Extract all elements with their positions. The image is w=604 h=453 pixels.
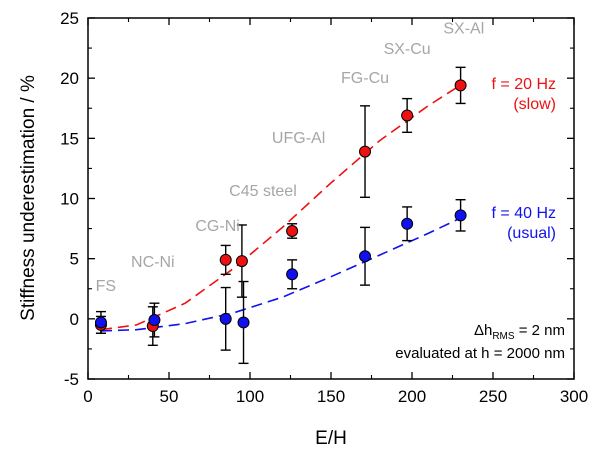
series-label-blue-line2: (usual) xyxy=(507,225,556,242)
annotation-depth: evaluated at h = 2000 nm xyxy=(395,345,565,362)
material-label: CG-Ni xyxy=(195,218,239,235)
x-tick-label: 200 xyxy=(398,387,426,406)
annotation-rms: ΔhRMS = 2 nm xyxy=(474,322,565,342)
y-tick-label: 20 xyxy=(60,69,79,88)
data-point-red xyxy=(454,79,467,92)
data-point-blue xyxy=(286,268,299,281)
x-tick-label: 0 xyxy=(83,387,92,406)
y-tick-label: 25 xyxy=(60,9,79,28)
material-label: C45 steel xyxy=(229,183,297,200)
data-point-blue xyxy=(148,314,161,327)
data-point-blue xyxy=(454,209,467,222)
data-point-blue xyxy=(219,312,232,325)
y-tick-label: -5 xyxy=(64,370,79,389)
data-point-red xyxy=(219,253,232,266)
series-label-red-line2: (slow) xyxy=(513,96,556,113)
plot-frame xyxy=(87,17,575,380)
material-label: NC-Ni xyxy=(131,254,175,271)
material-label: SX-Cu xyxy=(384,41,431,58)
material-label: FS xyxy=(96,278,116,295)
data-point-red xyxy=(235,255,248,268)
material-label: FG-Cu xyxy=(341,70,389,87)
series-label-red-line1: f = 20 Hz xyxy=(492,76,556,93)
annotation-rms-prefix: Δh xyxy=(474,322,492,339)
annotation-rms-suffix: = 2 nm xyxy=(515,322,565,339)
data-point-red xyxy=(359,145,372,158)
x-tick-label: 150 xyxy=(317,387,345,406)
data-point-blue xyxy=(237,316,250,329)
y-tick-label: 0 xyxy=(70,310,79,329)
y-tick-label: 15 xyxy=(60,129,79,148)
annotation-rms-subscript: RMS xyxy=(492,331,515,342)
y-tick-label: 10 xyxy=(60,190,79,209)
data-point-blue xyxy=(401,217,414,230)
x-tick-label: 50 xyxy=(160,387,179,406)
x-axis-label: E/H xyxy=(315,428,347,449)
x-tick-label: 100 xyxy=(236,387,264,406)
y-axis-label: Stiffness underestimation / % xyxy=(18,75,39,321)
data-point-blue xyxy=(359,250,372,263)
fit-line-blue xyxy=(100,215,465,332)
material-label: SX-Al xyxy=(443,21,484,38)
material-labels-layer: FS NC-Ni CG-Ni C45 steel UFG-Al FG-Cu SX-Cu SX-… xyxy=(96,21,485,296)
error-bars-layer xyxy=(95,66,466,365)
points-layer xyxy=(94,79,467,333)
x-tick-label: 300 xyxy=(560,387,588,406)
x-tick-label: 250 xyxy=(479,387,507,406)
data-point-red xyxy=(401,109,414,122)
series-label-blue-line1: f = 40 Hz xyxy=(492,205,556,222)
material-label: UFG-Al xyxy=(272,130,325,147)
data-point-blue xyxy=(94,316,107,329)
data-point-red xyxy=(286,224,299,237)
y-tick-label: 5 xyxy=(70,250,79,269)
